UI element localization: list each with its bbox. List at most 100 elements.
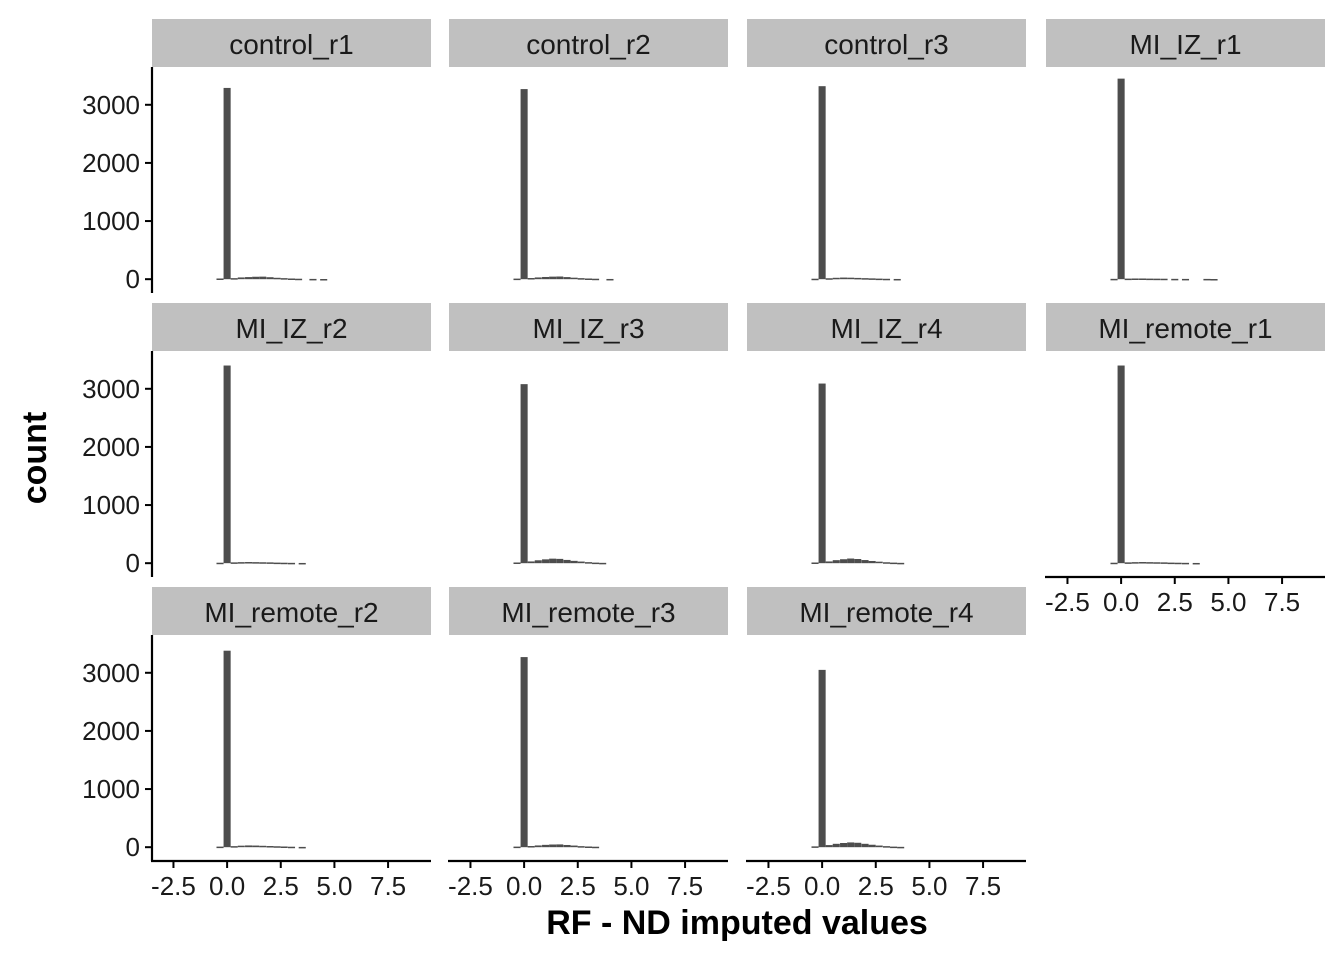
facet-MI_remote_r4: MI_remote_r4 -2.5 0.0 2.5 5.0 7.5 — [746, 587, 1026, 901]
histogram-bar — [520, 657, 528, 848]
facet-strip — [1046, 303, 1325, 351]
y-tick-label: 2000 — [82, 716, 140, 746]
histogram-bar — [832, 843, 840, 848]
histogram-bar — [230, 562, 238, 564]
histogram-bar — [584, 562, 593, 564]
histogram-bar — [1124, 278, 1132, 281]
x-tick-label: 0.0 — [209, 871, 245, 901]
facet-title: MI_remote_r3 — [501, 597, 675, 628]
histogram-bar — [868, 278, 876, 280]
histogram-bar — [245, 562, 253, 564]
histogram-bar — [868, 844, 876, 848]
x-tick-label: 2.5 — [560, 871, 596, 901]
histogram-bar — [599, 562, 607, 565]
histogram-bar — [818, 669, 826, 848]
histogram-bar — [854, 277, 862, 280]
x-tick-label: -2.5 — [448, 871, 493, 901]
x-tick-label: 7.5 — [370, 871, 406, 901]
x-tick-label: 0.0 — [1103, 587, 1139, 617]
y-tick-label: 3000 — [82, 90, 140, 120]
histogram-bar — [216, 846, 224, 849]
histogram-bar — [563, 277, 571, 280]
x-tick-label: 2.5 — [263, 871, 299, 901]
y-tick-label: 0 — [126, 832, 140, 862]
histogram-bar — [577, 846, 585, 848]
facet-strip — [747, 303, 1026, 351]
histogram-bar — [1167, 562, 1175, 565]
facet-strip — [1046, 19, 1325, 67]
histogram-bar — [1171, 278, 1179, 281]
histogram-bar — [854, 559, 862, 564]
histogram-bar — [811, 846, 819, 848]
histogram-bar — [542, 559, 550, 564]
histogram-bar — [237, 562, 245, 564]
histogram-bar — [556, 558, 564, 564]
histogram-bar — [237, 277, 245, 280]
y-tick-label: 2000 — [82, 148, 140, 178]
histogram-bar — [563, 559, 571, 564]
histogram-bar — [266, 562, 274, 564]
histogram-bar — [570, 845, 578, 848]
histogram-bar — [520, 89, 528, 280]
facet-title: control_r2 — [526, 29, 651, 60]
histogram-bar — [549, 558, 557, 564]
histogram-bar — [298, 846, 306, 849]
histogram-bar — [542, 844, 550, 848]
histogram-bar — [606, 278, 614, 281]
histogram-bar — [861, 278, 869, 280]
histogram-bar — [287, 562, 296, 565]
histogram-bar — [570, 277, 578, 280]
y-tick-label: 1000 — [82, 774, 140, 804]
histogram-bar — [513, 278, 521, 281]
histogram-bar — [897, 562, 905, 565]
y-tick-label: 0 — [126, 548, 140, 578]
histogram-bar — [1131, 278, 1139, 280]
histogram-bar — [1160, 278, 1168, 281]
x-tick-label: 2.5 — [858, 871, 894, 901]
histogram-bar — [840, 843, 848, 848]
histogram-bar — [1139, 562, 1147, 564]
histogram-bar — [875, 561, 883, 564]
histogram-bar — [868, 560, 876, 564]
x-axis-title: RF - ND imputed values — [546, 904, 928, 942]
histogram-bar — [295, 278, 303, 281]
histogram-bar — [584, 846, 593, 848]
facet-strip — [152, 303, 431, 351]
facet-strip — [449, 587, 728, 635]
x-tick-label: -2.5 — [151, 871, 196, 901]
histogram-bar — [245, 845, 253, 848]
histogram-bar — [223, 87, 231, 280]
facet-panels: control_r1 0 1000 2000 3000 control_r2 control… — [82, 19, 1325, 901]
histogram-bar — [259, 845, 267, 848]
x-tick-label: -2.5 — [1045, 587, 1090, 617]
histogram-bar — [897, 846, 905, 849]
histogram-bar — [1203, 278, 1211, 281]
facet-title: MI_IZ_r2 — [235, 313, 347, 344]
histogram-bar — [287, 278, 296, 280]
facet-strip — [152, 19, 431, 67]
facet-MI_remote_r2: MI_remote_r2 0 1000 2000 3000 -2.5 0.0 2.5 5.0 7.… — [82, 587, 431, 901]
histogram-bar — [1110, 562, 1118, 565]
x-tick-label: 5.0 — [613, 871, 649, 901]
x-tick-label: 7.5 — [1264, 587, 1300, 617]
histogram-bar — [832, 560, 840, 564]
histogram-bar — [1153, 278, 1161, 281]
histogram-bar — [832, 277, 840, 280]
histogram-bar — [577, 561, 585, 564]
histogram-bar — [534, 845, 542, 848]
histogram-bar — [847, 277, 855, 280]
histogram-bar — [1181, 562, 1190, 565]
histogram-bar — [1117, 365, 1125, 564]
facet-MI_remote_r1: MI_remote_r1 -2.5 0.0 2.5 5.0 7.5 — [1045, 303, 1325, 617]
histogram-bar — [1210, 279, 1218, 281]
histogram-bar — [584, 278, 593, 280]
histogram-bar — [266, 846, 274, 848]
x-tick-label: 0.0 — [804, 871, 840, 901]
histogram-bar — [1124, 562, 1132, 564]
facet-title: MI_remote_r2 — [204, 597, 378, 628]
histogram-bar — [513, 846, 521, 849]
y-tick-label: 1000 — [82, 206, 140, 236]
facet-title: MI_remote_r1 — [1098, 313, 1272, 344]
histogram-bar — [818, 383, 826, 564]
